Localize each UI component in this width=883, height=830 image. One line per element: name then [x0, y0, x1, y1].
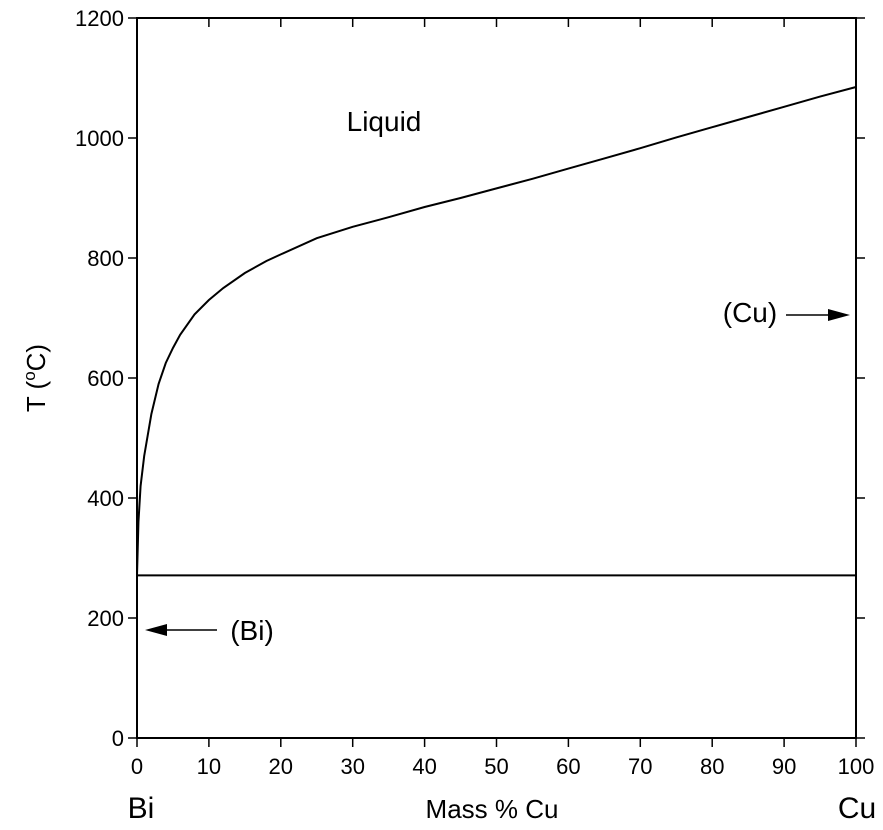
x-axis-title: Mass % Cu: [426, 794, 559, 824]
cu-arrow-head: [828, 309, 850, 321]
y-tick-label: 1000: [75, 126, 124, 151]
y-axis-title-unit: C): [21, 344, 51, 371]
x-tick-label: 40: [412, 754, 436, 779]
x-tick-label: 70: [628, 754, 652, 779]
plot-frame: [136, 17, 857, 739]
bi-arrow-head: [145, 624, 167, 636]
x-left-end-label: Bi: [128, 792, 155, 825]
y-tick-label: 1200: [75, 6, 124, 31]
liquid-region-label: Liquid: [347, 106, 422, 137]
bi-phase-label: (Bi): [230, 615, 274, 646]
phase-lines: [136, 86, 857, 577]
y-tick-label: 600: [87, 366, 124, 391]
y-tick-label: 200: [87, 606, 124, 631]
x-tick-label: 20: [269, 754, 293, 779]
y-tick-label: 0: [112, 726, 124, 751]
y-axis-title: T (oC): [20, 344, 51, 412]
x-tick-label: 100: [838, 754, 875, 779]
cu-phase-label: (Cu): [723, 297, 777, 328]
y-tick-label: 800: [87, 246, 124, 271]
axis-ticks: [128, 17, 865, 747]
x-tick-label: 10: [197, 754, 221, 779]
y-axis-title-superscript: o: [20, 371, 39, 380]
axis-tick-labels: 0 10 20 30 40 50 60 70 80 90 100020040060080010001…: [75, 6, 874, 779]
x-right-end-label: Cu: [838, 792, 876, 825]
x-tick-label: 90: [772, 754, 796, 779]
x-tick-label: 60: [556, 754, 580, 779]
y-tick-label: 400: [87, 486, 124, 511]
x-tick-label: 50: [484, 754, 508, 779]
liquidus-line: [136, 86, 857, 576]
x-tick-label: 30: [340, 754, 364, 779]
x-tick-label: 0: [131, 754, 143, 779]
x-tick-label: 80: [700, 754, 724, 779]
y-axis-title-text: T (: [21, 380, 51, 412]
